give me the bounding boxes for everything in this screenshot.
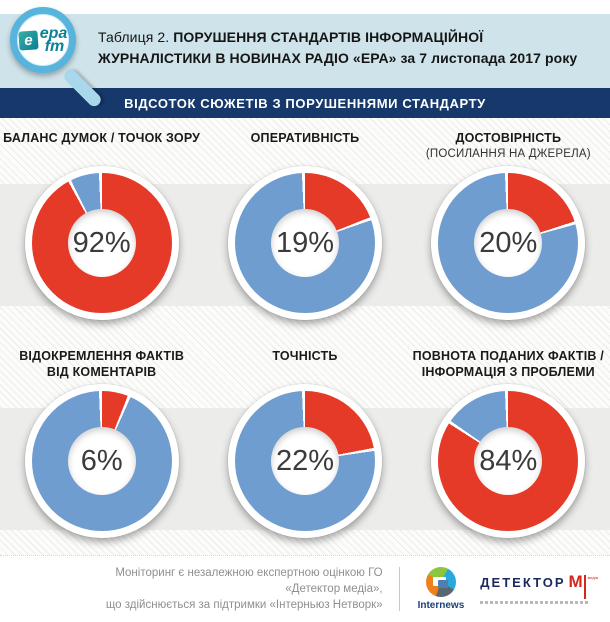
title-prefix: Таблиця 2. [98, 29, 174, 45]
chart-completeness-title: ПОВНОТА ПОДАНИХ ФАКТІВ / ІНФОРМАЦІЯ З ПР… [413, 348, 604, 382]
chart-title-line1: БАЛАНС ДУМОК / ТОЧОК ЗОРУ [3, 131, 201, 145]
detector-tagline-decor [480, 600, 591, 604]
detector-logo-row: ДЕТЕКТОР М медіа [480, 571, 598, 599]
chart-title-line1: ОПЕРАТИВНІСТЬ [250, 131, 360, 145]
chart-title-line1: ДОСТОВІРНІСТЬ [455, 131, 562, 145]
footer-note-line1: Моніторинг є незалежною експертною оцінк… [115, 567, 383, 595]
magnifier-lens-icon: е epa fm [10, 7, 76, 73]
donut-credibility: 20% [431, 166, 586, 320]
charts-grid: БАЛАНС ДУМОК / ТОЧОК ЗОРУ 92% ОПЕРАТИВНІ… [0, 118, 610, 538]
chart-credibility: ДОСТОВІРНІСТЬ (ПОСИЛАННЯ НА ДЖЕРЕЛА) 20% [407, 130, 610, 348]
chart-promptness: ОПЕРАТИВНІСТЬ 19% [203, 130, 406, 348]
page-title-line2: ЖУРНАЛІСТИКИ В НОВИНАХ РАДІО «ЕРА» за 7 … [98, 48, 600, 69]
internews-logo: Internews [417, 567, 465, 611]
footer: Моніторинг є незалежною експертною оцінк… [0, 555, 610, 622]
donut-promptness: 19% [227, 166, 382, 320]
donut-balance: 92% [24, 166, 179, 320]
section-band: ВІДСОТОК СЮЖЕТІВ З ПОРУШЕННЯМИ СТАНДАРТУ [0, 88, 610, 118]
chart-title-subtitle: (ПОСИЛАННЯ НА ДЖЕРЕЛА) [425, 148, 591, 160]
title-bold-line2: ЖУРНАЛІСТИКИ В НОВИНАХ РАДІО «ЕРА» за 7 … [98, 50, 578, 66]
detector-word: ДЕТЕКТОР [480, 574, 566, 590]
magnifier-handle-icon [61, 67, 104, 109]
chart-title-line2: ІНФОРМАЦІЯ З ПРОБЛЕМИ [421, 365, 595, 379]
epa-logo-tile: е [18, 29, 39, 51]
donut-accuracy: 22% [227, 384, 382, 538]
internews-globe-icon [425, 567, 456, 597]
chart-accuracy: ТОЧНІСТЬ 22% [203, 348, 406, 538]
charts-area: БАЛАНС ДУМОК / ТОЧОК ЗОРУ 92% ОПЕРАТИВНІ… [0, 118, 610, 555]
epa-fm-logo: е epa fm [10, 7, 106, 109]
chart-title-line1: ПОВНОТА ПОДАНИХ ФАКТІВ / [412, 349, 604, 363]
chart-balance-title: БАЛАНС ДУМОК / ТОЧОК ЗОРУ [3, 130, 200, 164]
detector-spike-icon [583, 574, 586, 599]
page-title-line1: Таблиця 2. ПОРУШЕННЯ СТАНДАРТІВ ІНФОРМАЦ… [98, 27, 600, 48]
footer-note-line2: що здійснюється за підтримки «Інтерньюз … [105, 599, 383, 611]
epa-logo-text: epa fm [39, 25, 68, 55]
donut-balance-value: 92% [67, 209, 136, 277]
chart-promptness-title: ОПЕРАТИВНІСТЬ [251, 130, 360, 164]
donut-completeness-value: 84% [474, 427, 543, 495]
top-white-strip [0, 0, 610, 14]
chart-facts-vs-comments: ВІДОКРЕМЛЕННЯ ФАКТІВ ВІД КОМЕНТАРІВ 6% [0, 348, 203, 538]
chart-completeness: ПОВНОТА ПОДАНИХ ФАКТІВ / ІНФОРМАЦІЯ З ПР… [407, 348, 610, 538]
footer-note: Моніторинг є незалежною експертною оцінк… [60, 565, 399, 613]
header-band: Таблиця 2. ПОРУШЕННЯ СТАНДАРТІВ ІНФОРМАЦ… [0, 14, 610, 88]
donut-promptness-value: 19% [270, 209, 339, 277]
chart-credibility-title: ДОСТОВІРНІСТЬ (ПОСИЛАННЯ НА ДЖЕРЕЛА) [426, 130, 591, 164]
donut-completeness: 84% [431, 384, 586, 538]
chart-balance: БАЛАНС ДУМОК / ТОЧОК ЗОРУ 92% [0, 130, 203, 348]
section-band-title: ВІДСОТОК СЮЖЕТІВ З ПОРУШЕННЯМИ СТАНДАРТУ [124, 95, 486, 111]
footer-divider [398, 567, 400, 611]
chart-title-line1: ТОЧНІСТЬ [272, 349, 338, 363]
donut-facts-vs-comments-value: 6% [67, 427, 136, 495]
internews-label: Internews [417, 600, 465, 611]
chart-title-line2: ВІД КОМЕНТАРІВ [46, 365, 157, 379]
detector-m-letter: М [568, 571, 583, 591]
chart-facts-vs-comments-title: ВІДОКРЕМЛЕННЯ ФАКТІВ ВІД КОМЕНТАРІВ [19, 348, 184, 382]
donut-facts-vs-comments: 6% [24, 384, 179, 538]
detector-media-small-text: медіа [587, 574, 598, 580]
chart-accuracy-title: ТОЧНІСТЬ [272, 348, 337, 382]
detector-media-logo: ДЕТЕКТОР М медіа [480, 571, 598, 604]
globe-blue-rect [437, 580, 448, 588]
epa-logo-line2: fm [44, 38, 65, 55]
epa-logo-line1: epa [39, 25, 68, 42]
chart-title-line1: ВІДОКРЕМЛЕННЯ ФАКТІВ [19, 349, 185, 363]
donut-accuracy-value: 22% [270, 427, 339, 495]
title-bold-line1: ПОРУШЕННЯ СТАНДАРТІВ ІНФОРМАЦІЙНОЇ [173, 29, 484, 45]
donut-credibility-value: 20% [474, 209, 543, 277]
